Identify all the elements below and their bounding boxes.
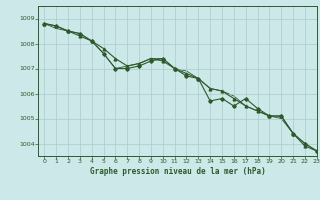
X-axis label: Graphe pression niveau de la mer (hPa): Graphe pression niveau de la mer (hPa) [90,167,266,176]
